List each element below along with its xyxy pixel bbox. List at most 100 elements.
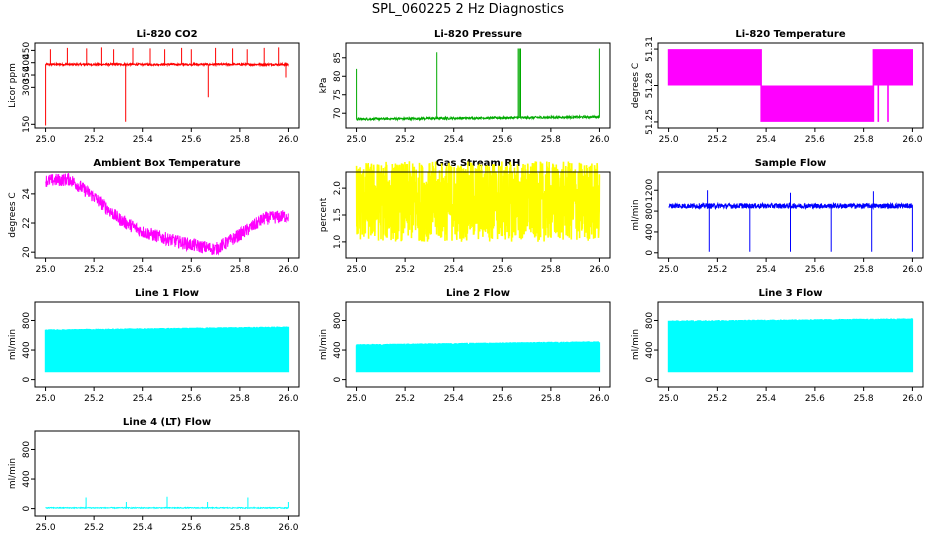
y-axis-label: ml/min bbox=[8, 458, 18, 489]
x-tick-label: 25.6 bbox=[181, 265, 201, 275]
y-tick-label: 350 bbox=[22, 66, 32, 83]
x-tick-label: 25.0 bbox=[36, 265, 56, 275]
x-tick-label: 26.0 bbox=[902, 135, 922, 145]
x-tick-label: 25.8 bbox=[854, 135, 874, 145]
y-tick-label: 400 bbox=[645, 341, 655, 358]
y-tick-label: 0 bbox=[645, 376, 655, 382]
x-tick-label: 25.0 bbox=[347, 135, 367, 145]
y-axis-label: degrees C bbox=[8, 192, 18, 237]
x-tick-label: 25.8 bbox=[854, 394, 874, 404]
y-axis-label: percent bbox=[319, 197, 329, 232]
x-tick-label: 25.0 bbox=[659, 394, 679, 404]
series-line bbox=[45, 47, 289, 126]
plot-frame bbox=[657, 171, 924, 259]
x-tick-label: 26.0 bbox=[278, 523, 298, 533]
y-tick-label: 400 bbox=[333, 341, 343, 358]
y-axis-label: Licor ppm bbox=[8, 63, 18, 108]
x-tick-label: 25.6 bbox=[492, 265, 512, 275]
x-tick-label: 25.0 bbox=[36, 135, 56, 145]
y-tick-label: 450 bbox=[22, 42, 32, 59]
x-tick-label: 25.2 bbox=[395, 265, 415, 275]
x-tick-label: 25.2 bbox=[707, 265, 727, 275]
y-tick-label: 2.0 bbox=[333, 181, 343, 196]
y-tick-label: 0 bbox=[333, 376, 343, 382]
series-line bbox=[45, 496, 289, 510]
y-tick-label: 0 bbox=[22, 505, 32, 511]
plot-frame bbox=[34, 301, 300, 388]
x-tick-label: 25.2 bbox=[707, 135, 727, 145]
x-tick-label: 25.4 bbox=[133, 523, 153, 533]
x-tick-label: 26.0 bbox=[902, 265, 922, 275]
y-tick-label: 1.0 bbox=[333, 234, 343, 249]
x-tick-label: 25.4 bbox=[133, 265, 153, 275]
x-tick-label: 25.2 bbox=[84, 394, 104, 404]
x-tick-label: 25.2 bbox=[84, 523, 104, 533]
x-tick-label: 25.6 bbox=[492, 394, 512, 404]
plot-frame bbox=[345, 301, 611, 388]
y-axis-label: ml/min bbox=[319, 329, 329, 360]
x-tick-label: 25.4 bbox=[444, 135, 464, 145]
y-axis-label: kPa bbox=[319, 78, 329, 94]
y-tick-label: 51.31 bbox=[645, 36, 655, 62]
x-tick-label: 25.4 bbox=[756, 265, 776, 275]
panel-title: Li-820 CO2 bbox=[136, 29, 197, 40]
y-tick-label: 800 bbox=[645, 202, 655, 219]
series-line bbox=[355, 161, 601, 242]
y-tick-label: 51.28 bbox=[645, 72, 655, 98]
y-tick-label: 1200 bbox=[645, 179, 655, 202]
x-tick-label: 25.4 bbox=[444, 265, 464, 275]
x-tick-label: 25.4 bbox=[444, 394, 464, 404]
y-tick-label: 400 bbox=[22, 341, 32, 358]
y-tick-label: 80 bbox=[333, 70, 343, 82]
x-tick-label: 25.6 bbox=[492, 135, 512, 145]
panel-1: Li-820 Pressure 25.0 25.2 25.4 25.6 25.8 26.0 7… bbox=[319, 29, 611, 145]
x-tick-label: 25.6 bbox=[805, 394, 825, 404]
x-tick-label: 25.8 bbox=[541, 394, 561, 404]
x-tick-label: 25.0 bbox=[36, 394, 56, 404]
x-tick-label: 25.2 bbox=[395, 135, 415, 145]
series-line bbox=[668, 190, 913, 252]
x-tick-label: 26.0 bbox=[589, 394, 609, 404]
panel-3: Ambient Box Temperature 25.0 25.2 25.4 25.6 2… bbox=[8, 158, 300, 275]
x-tick-label: 25.2 bbox=[84, 135, 104, 145]
y-tick-label: 800 bbox=[333, 312, 343, 329]
x-tick-label: 25.6 bbox=[805, 135, 825, 145]
y-tick-label: 300 bbox=[22, 78, 32, 95]
x-tick-label: 25.8 bbox=[541, 135, 561, 145]
x-tick-label: 25.6 bbox=[181, 394, 201, 404]
series-line bbox=[667, 318, 914, 373]
y-tick-label: 51.25 bbox=[645, 109, 655, 135]
y-tick-label: 150 bbox=[22, 115, 32, 132]
panel-title: Line 2 Flow bbox=[446, 288, 510, 299]
y-tick-label: 75 bbox=[333, 89, 343, 100]
y-tick-label: 22 bbox=[22, 217, 32, 228]
x-tick-label: 25.8 bbox=[230, 135, 250, 145]
plot-frame bbox=[345, 42, 611, 129]
x-tick-label: 26.0 bbox=[589, 265, 609, 275]
x-tick-label: 25.6 bbox=[805, 265, 825, 275]
x-tick-label: 25.8 bbox=[854, 265, 874, 275]
y-tick-label: 24 bbox=[22, 188, 32, 200]
y-tick-label: 800 bbox=[22, 312, 32, 329]
y-tick-label: 20 bbox=[22, 246, 32, 258]
panel-title: Li-820 Temperature bbox=[735, 29, 845, 40]
panel-4: Gas Stream RH 25.0 25.2 25.4 25.6 25.8 26.0 1.0… bbox=[319, 158, 611, 275]
x-tick-label: 25.8 bbox=[230, 394, 250, 404]
series-line bbox=[45, 172, 289, 256]
panel-9: Line 4 (LT) Flow 25.0 25.2 25.4 25.6 25.8 26.0… bbox=[8, 417, 300, 533]
x-tick-label: 25.0 bbox=[659, 135, 679, 145]
x-tick-label: 26.0 bbox=[278, 135, 298, 145]
y-tick-label: 400 bbox=[645, 223, 655, 240]
panel-title: Line 1 Flow bbox=[135, 288, 199, 299]
panel-title: Ambient Box Temperature bbox=[93, 158, 240, 169]
x-tick-label: 25.6 bbox=[181, 135, 201, 145]
x-tick-label: 26.0 bbox=[278, 394, 298, 404]
y-tick-label: 85 bbox=[333, 52, 343, 63]
panel-0: Li-820 CO2 25.0 25.2 25.4 25.6 25.8 26.0 150 300… bbox=[8, 29, 300, 145]
plot-frame bbox=[34, 42, 300, 129]
panel-title: Li-820 Pressure bbox=[434, 29, 522, 40]
y-axis-label: ml/min bbox=[631, 199, 641, 230]
y-tick-label: 800 bbox=[22, 441, 32, 458]
x-tick-label: 25.0 bbox=[36, 523, 56, 533]
